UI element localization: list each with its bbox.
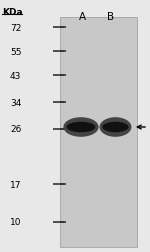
Text: KDa: KDa — [2, 8, 23, 17]
Text: 26: 26 — [10, 125, 21, 134]
Ellipse shape — [102, 122, 129, 133]
Text: A: A — [78, 12, 86, 22]
Text: 55: 55 — [10, 47, 21, 56]
Ellipse shape — [100, 118, 131, 137]
Ellipse shape — [63, 118, 99, 137]
Text: 17: 17 — [10, 180, 21, 189]
Text: B: B — [107, 12, 115, 22]
Text: 43: 43 — [10, 71, 21, 80]
Text: 10: 10 — [10, 218, 21, 227]
Ellipse shape — [67, 122, 95, 133]
Text: 34: 34 — [10, 98, 21, 107]
Bar — [60, 18, 137, 247]
Text: 72: 72 — [10, 23, 21, 32]
